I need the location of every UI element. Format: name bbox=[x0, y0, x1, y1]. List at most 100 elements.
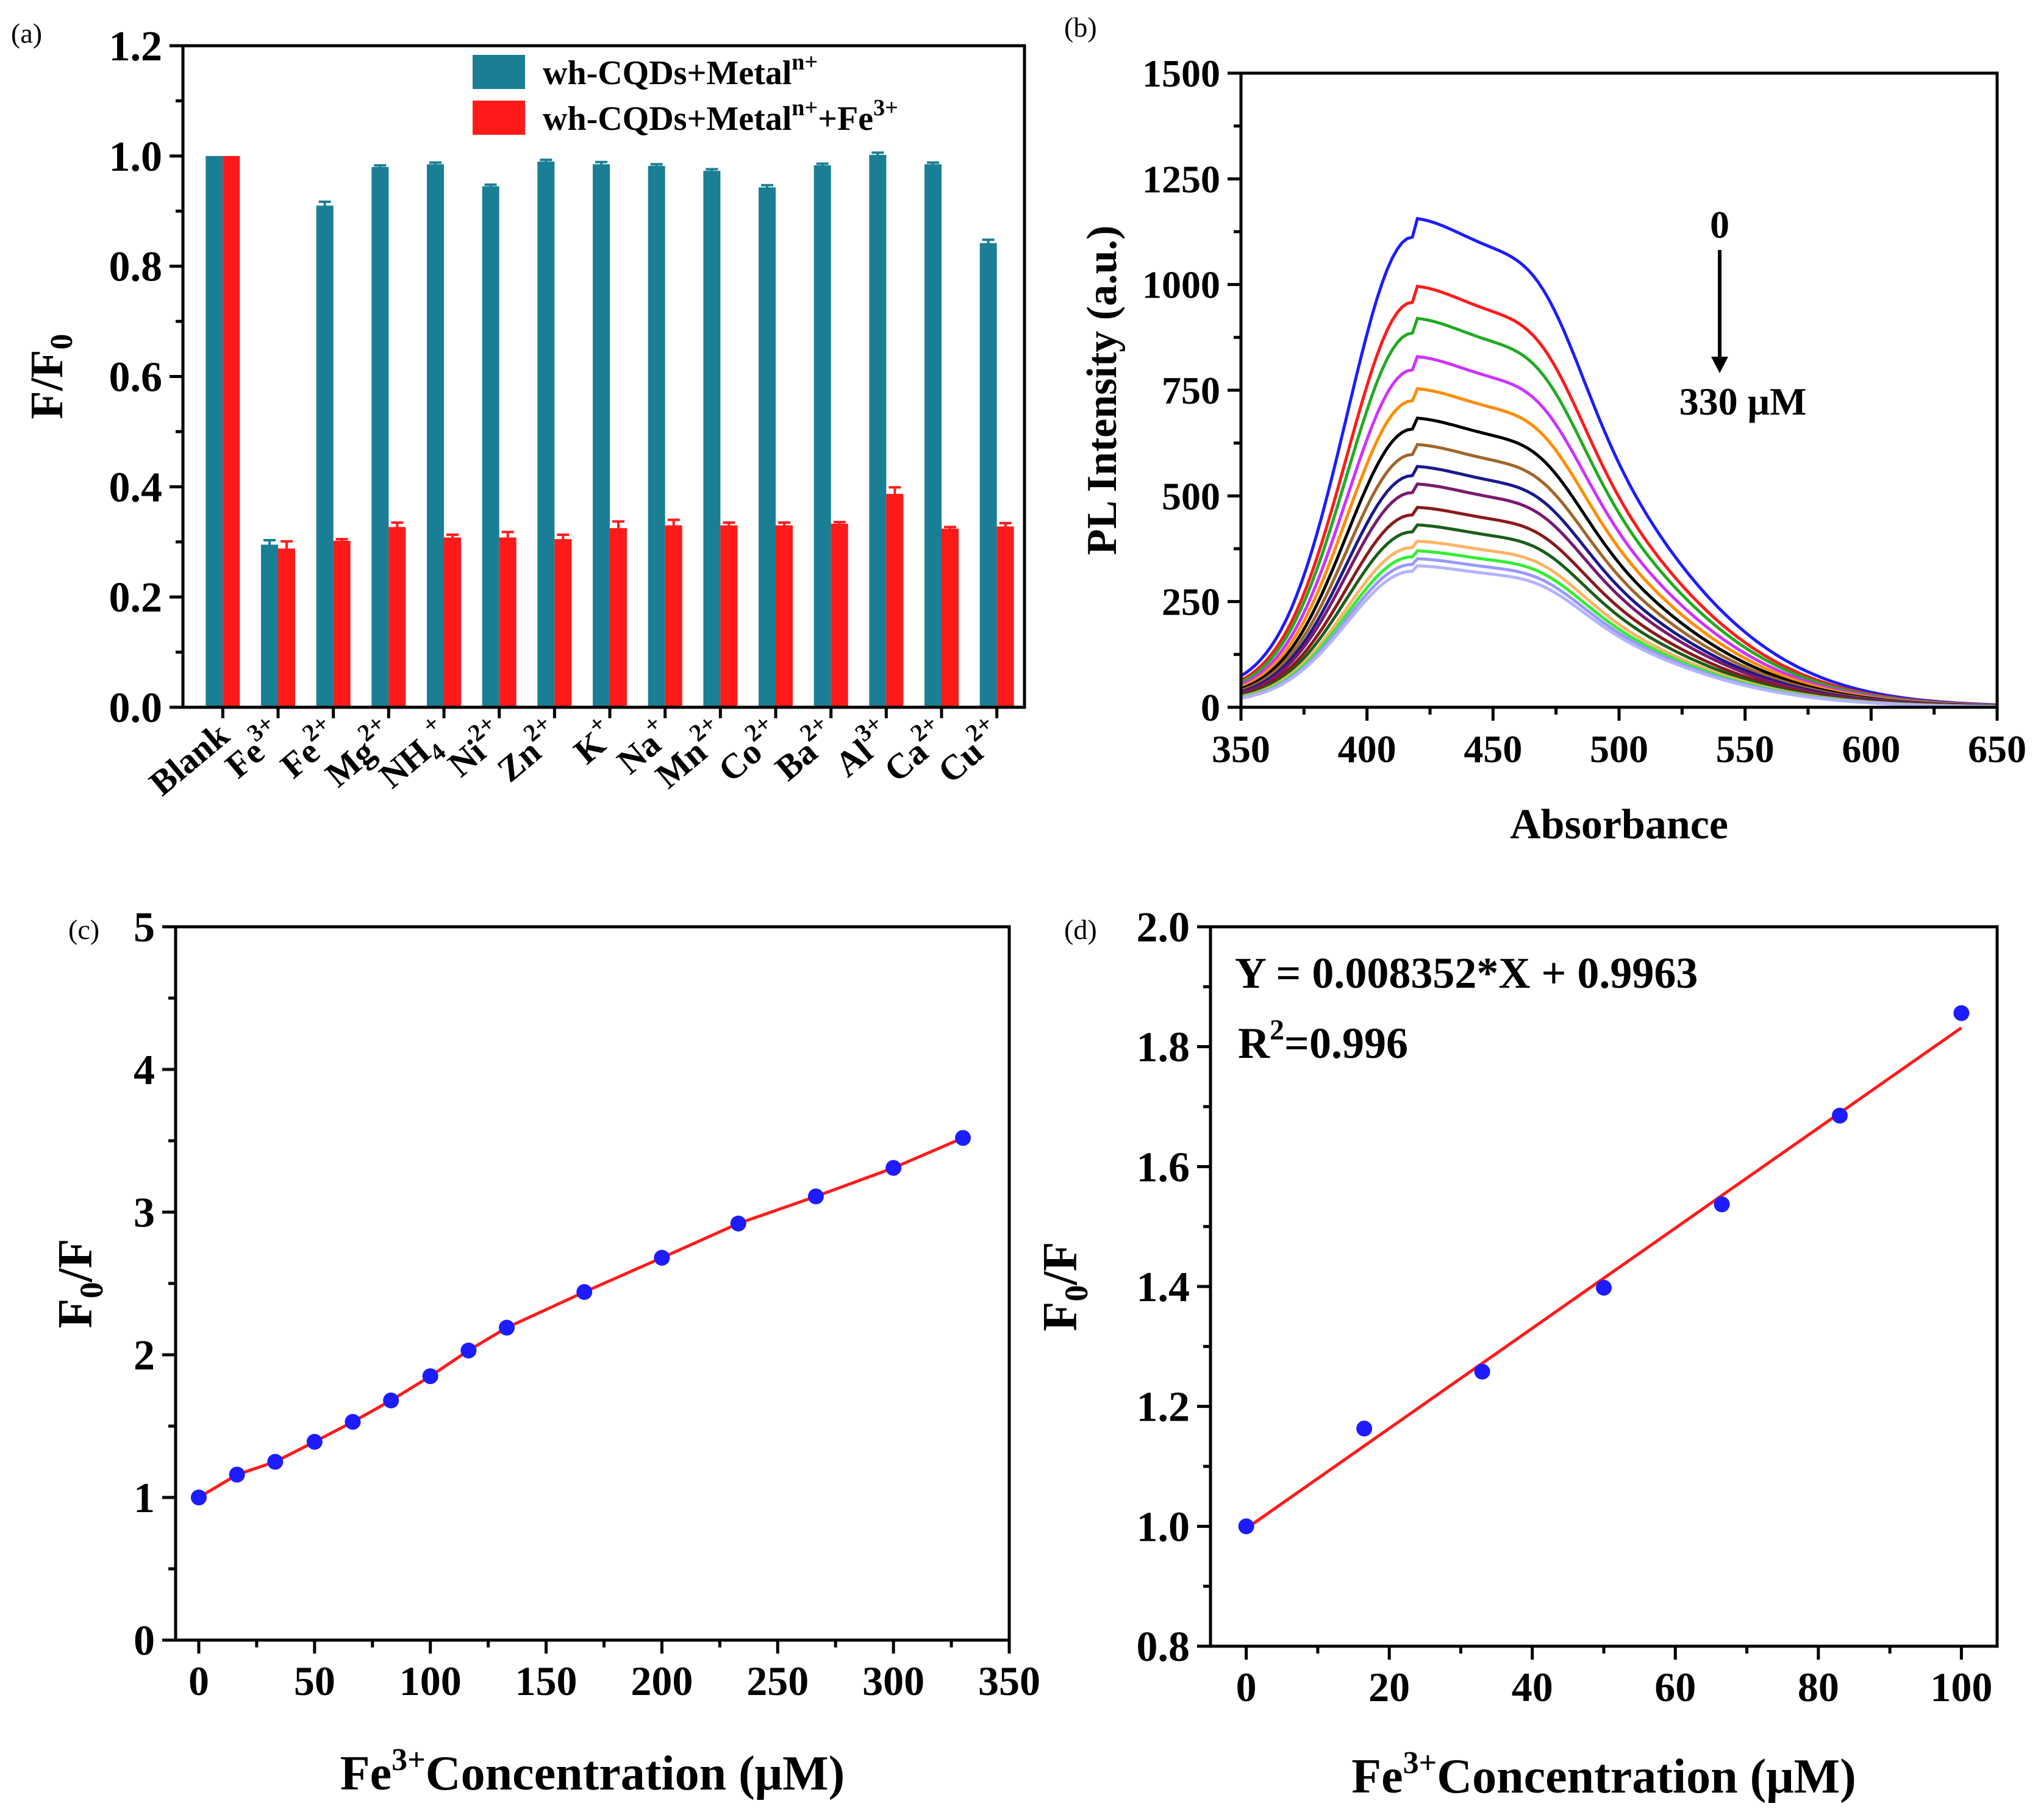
data-point-12 bbox=[807, 1188, 824, 1205]
x-tick-label: 80 bbox=[1798, 1664, 1839, 1710]
bar-metal-fe-5 bbox=[499, 537, 517, 707]
y-tick-label: 750 bbox=[1162, 369, 1220, 412]
data-point-10 bbox=[654, 1249, 670, 1266]
bar-metal-fe-7 bbox=[610, 528, 627, 707]
y-tick-label: 5 bbox=[134, 904, 155, 951]
y-tick-label: 1.0 bbox=[109, 134, 163, 180]
bar-metal-fe-2 bbox=[333, 540, 351, 707]
y-axis-label: F/F0 bbox=[21, 334, 79, 419]
panel-b-frame bbox=[1239, 71, 1999, 709]
data-point-3 bbox=[1596, 1279, 1612, 1296]
bar-metal-6 bbox=[537, 161, 555, 707]
data-point-4 bbox=[1714, 1196, 1730, 1213]
x-label-base: Fe bbox=[340, 1747, 392, 1800]
r2-sup: 2 bbox=[1270, 1014, 1284, 1046]
x-label-rest: Concentration (μM) bbox=[1437, 1750, 1856, 1804]
y-label-sub: 0 bbox=[73, 1282, 110, 1299]
data-point-11 bbox=[730, 1215, 746, 1232]
category-sup: + bbox=[417, 709, 445, 739]
category-label: Ba2+ bbox=[763, 709, 845, 788]
legend-base: wh-CQDs+Metal bbox=[543, 54, 792, 92]
panel-a-label: (a) bbox=[11, 18, 42, 49]
data-point-8 bbox=[499, 1319, 515, 1336]
pl-curve-11 bbox=[1240, 540, 1998, 708]
data-point-14 bbox=[955, 1130, 971, 1146]
x-tick-label: 250 bbox=[746, 1658, 809, 1704]
data-point-3 bbox=[306, 1433, 323, 1450]
y-label-rest: /F bbox=[49, 1239, 102, 1283]
data-point-9 bbox=[576, 1284, 593, 1301]
r2-rest: =0.996 bbox=[1284, 1019, 1408, 1068]
bar-metal-4 bbox=[427, 164, 444, 707]
legend-base: wh-CQDs+Metal bbox=[543, 100, 792, 138]
bar-metal-12 bbox=[869, 155, 887, 707]
y-axis-label: PL Intensity (a.u.) bbox=[1079, 226, 1126, 555]
bar-metal-7 bbox=[593, 164, 610, 707]
y-tick-label: 1000 bbox=[1142, 263, 1220, 307]
bar-metal-3 bbox=[371, 166, 389, 708]
bar-metal-1 bbox=[261, 544, 278, 707]
legend-sup: n+ bbox=[792, 95, 818, 121]
x-tick-label: 500 bbox=[1590, 727, 1648, 771]
legend-text-1: wh-CQDs+Metaln++Fe3+ bbox=[543, 95, 898, 138]
fit-equation: Y = 0.008352*X + 0.9963 bbox=[1235, 949, 1698, 997]
y-tick-label: 0.0 bbox=[109, 685, 163, 732]
category-label: Cu2+ bbox=[926, 709, 1010, 791]
y-tick-label: 1 bbox=[134, 1475, 155, 1522]
y-tick-label: 2.0 bbox=[1137, 904, 1190, 951]
data-point-5 bbox=[1832, 1107, 1848, 1124]
bar-metal-10 bbox=[759, 187, 776, 707]
y-tick-label: 1.2 bbox=[109, 23, 163, 70]
panel-c-frame bbox=[174, 925, 1011, 1642]
y-tick-label: 0.4 bbox=[109, 464, 163, 511]
y-tick-label: 250 bbox=[1162, 580, 1220, 624]
bar-metal-fe-3 bbox=[388, 527, 406, 707]
y-label-base: F bbox=[1034, 1302, 1087, 1332]
data-point-0 bbox=[190, 1490, 207, 1505]
y-tick-label: 0 bbox=[1201, 686, 1220, 729]
category-label: Zn2+ bbox=[485, 709, 568, 790]
y-label-base: F bbox=[49, 1299, 102, 1329]
x-tick-label: 450 bbox=[1464, 727, 1522, 771]
y-axis-label-main: F/F bbox=[21, 350, 73, 419]
data-point-5 bbox=[383, 1392, 399, 1408]
y-label-rest: /F bbox=[1034, 1242, 1087, 1286]
panel-c-label: (c) bbox=[68, 914, 99, 945]
bar-metal-fe-0 bbox=[223, 155, 240, 708]
category-label: Ca2+ bbox=[872, 709, 956, 790]
x-label-sup: 3+ bbox=[392, 1743, 426, 1777]
x-tick-label: 400 bbox=[1338, 727, 1396, 771]
x-tick-label: 550 bbox=[1716, 727, 1775, 771]
y-tick-label: 0.6 bbox=[109, 354, 163, 401]
panel-a-frame bbox=[181, 44, 1026, 709]
pl-curve-2 bbox=[1240, 316, 1998, 707]
bar-metal-fe-10 bbox=[776, 525, 793, 707]
y-tick-label: 500 bbox=[1162, 474, 1220, 518]
panel-a: (a)0.00.20.40.60.81.01.2F/F0BlankFe3+Fe2… bbox=[11, 18, 1026, 803]
x-tick-label: 600 bbox=[1842, 727, 1900, 771]
panel-d: (d)0.81.01.21.41.61.82.00 20 40 60 80 100Fe3+… bbox=[1034, 904, 1999, 1804]
fit-line bbox=[1245, 1026, 1962, 1530]
panel-d-frame bbox=[1209, 925, 1999, 1648]
x-tick-label: 200 bbox=[631, 1658, 693, 1704]
legend-sup: n+ bbox=[792, 49, 818, 75]
legend-tail: +Fe bbox=[818, 100, 873, 138]
y-tick-label: 1.2 bbox=[1137, 1384, 1190, 1431]
y-axis-label-sub: 0 bbox=[45, 334, 79, 350]
legend-swatch-1 bbox=[473, 101, 525, 135]
y-tick-label: 1.0 bbox=[1137, 1504, 1190, 1551]
y-axis-label: F0/F bbox=[1034, 1242, 1095, 1332]
y-axis-label: F0/F bbox=[49, 1239, 110, 1329]
y-tick-label: 2 bbox=[134, 1332, 155, 1379]
bar-metal-13 bbox=[924, 164, 942, 707]
x-tick-label: 60 bbox=[1654, 1664, 1696, 1710]
y-tick-label: 0.8 bbox=[109, 244, 163, 291]
data-point-1 bbox=[229, 1466, 245, 1483]
legend-swatch-0 bbox=[473, 55, 525, 89]
bar-metal-fe-13 bbox=[942, 529, 959, 707]
bar-metal-11 bbox=[813, 165, 831, 707]
x-tick-label: 150 bbox=[515, 1658, 577, 1704]
annotation-start: 0 bbox=[1710, 203, 1729, 246]
x-label-base: Fe bbox=[1351, 1750, 1403, 1804]
